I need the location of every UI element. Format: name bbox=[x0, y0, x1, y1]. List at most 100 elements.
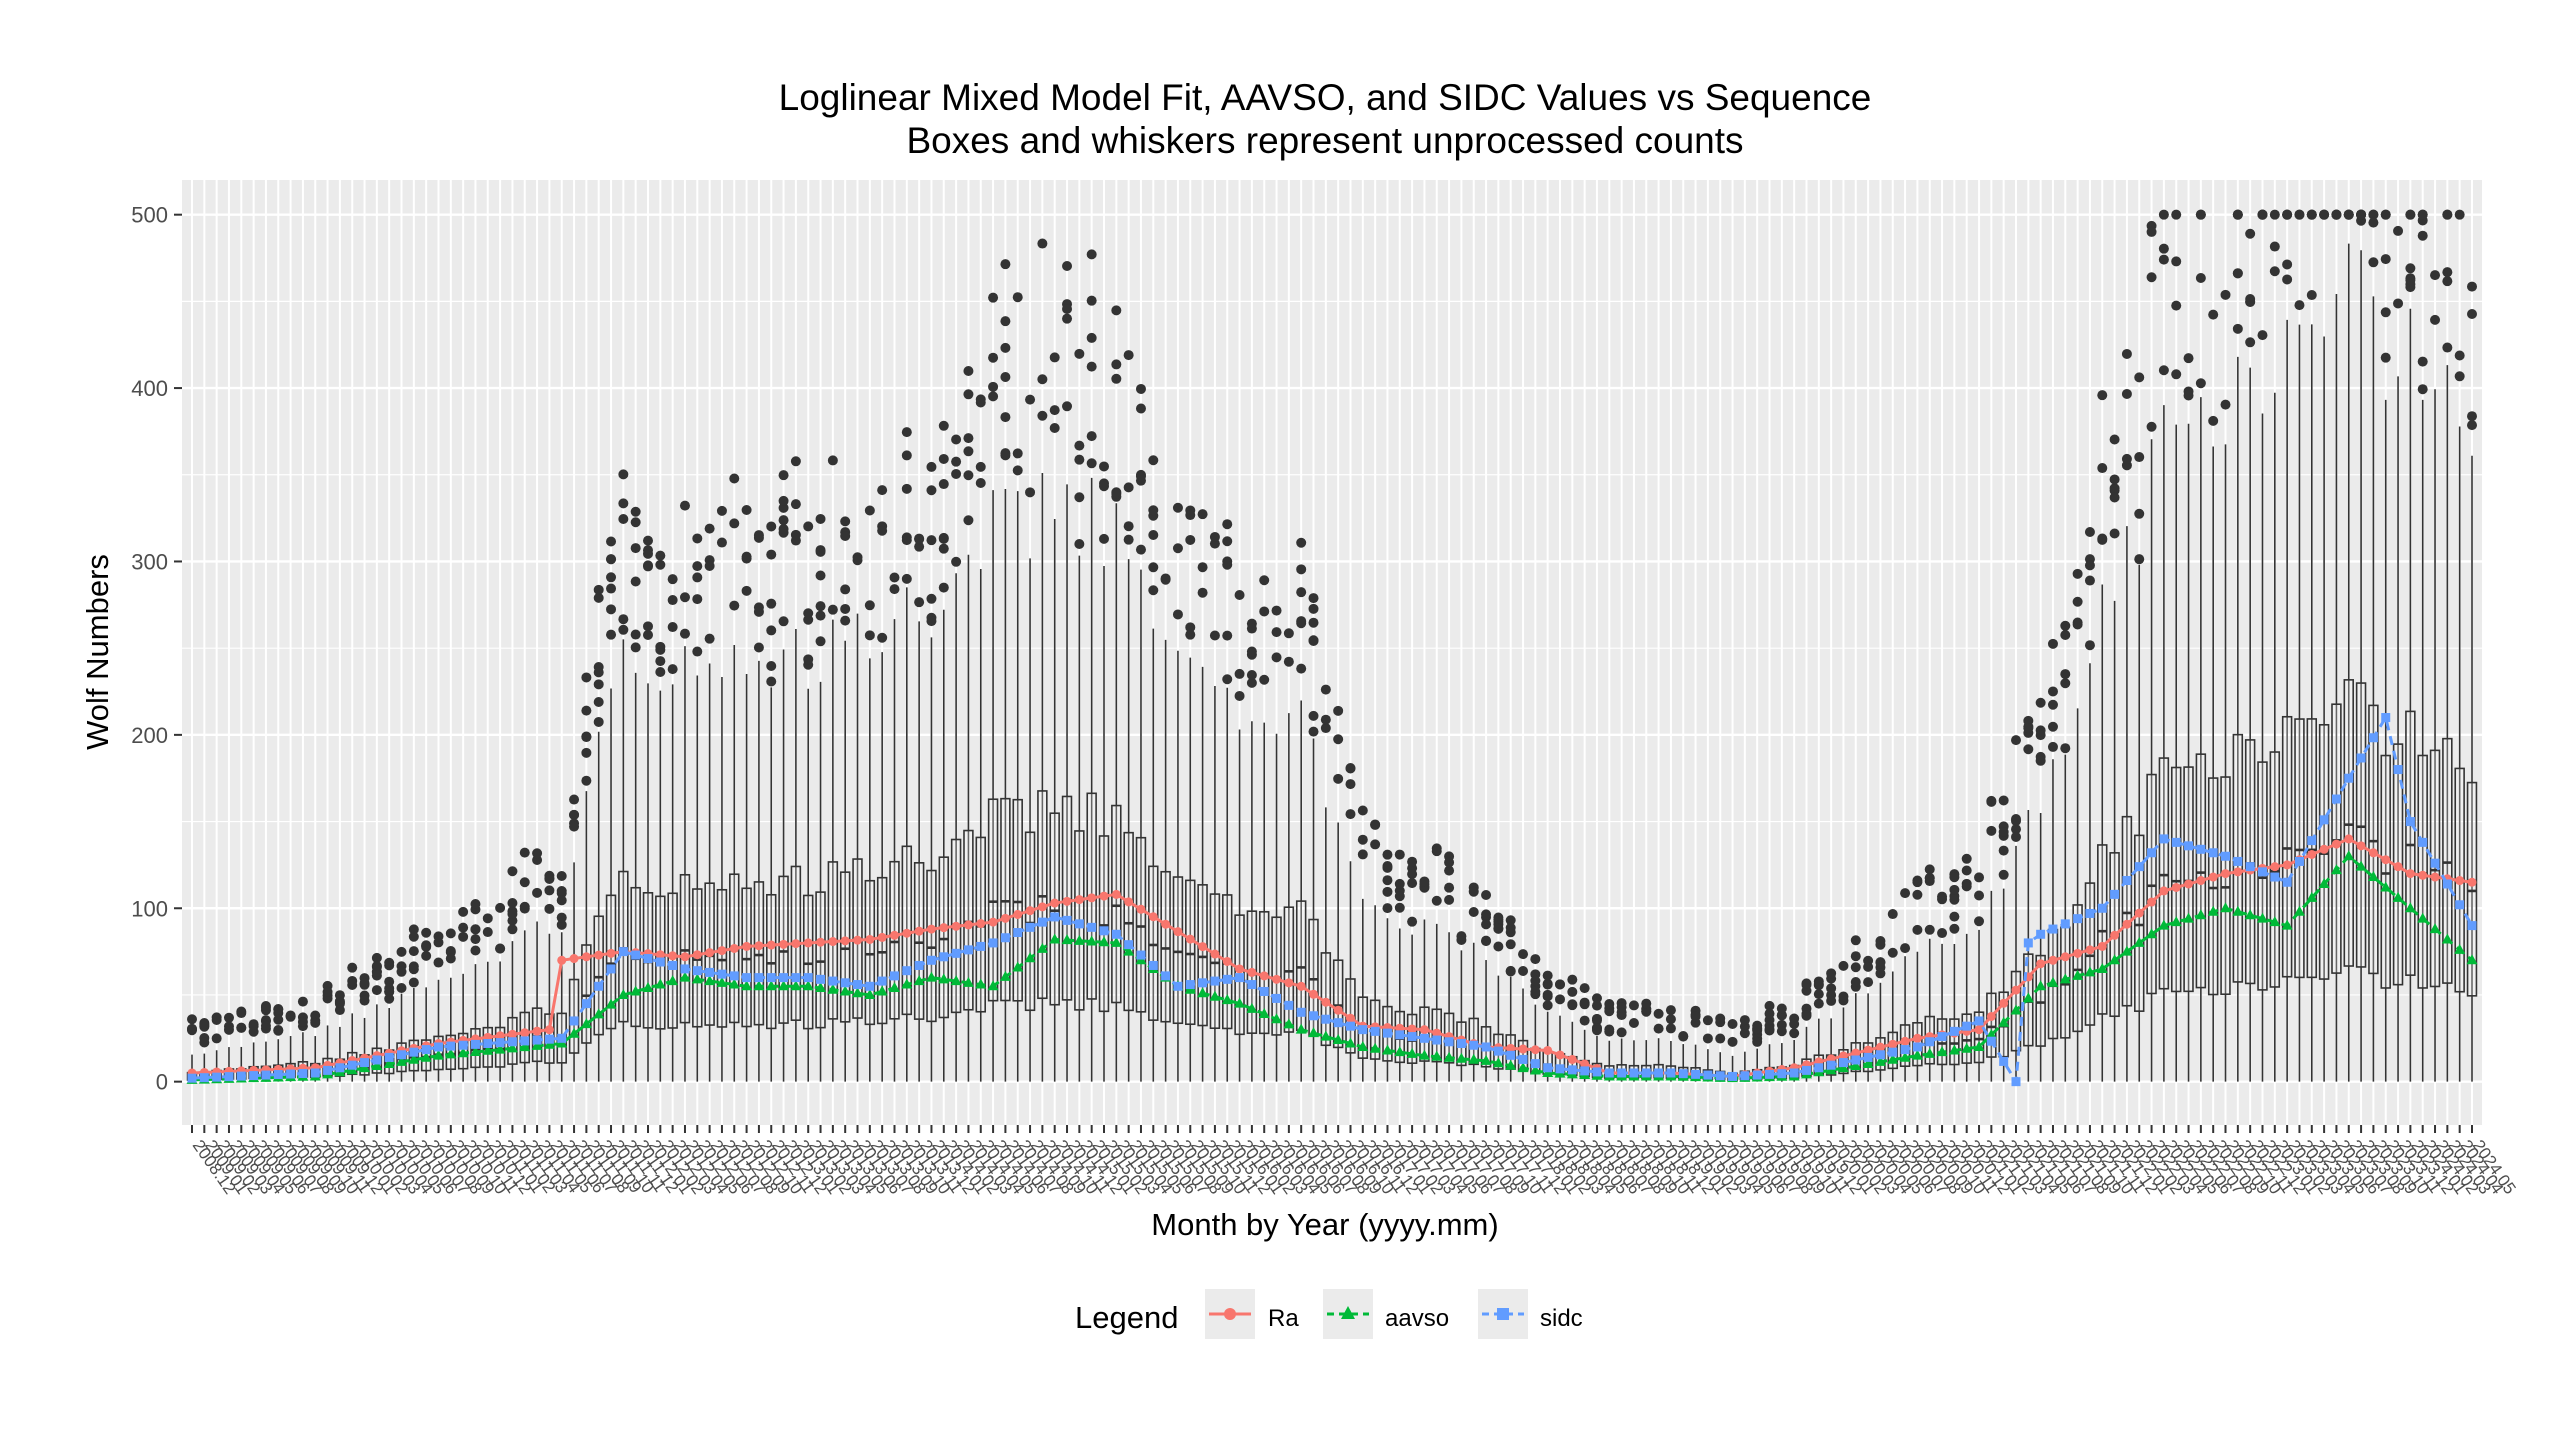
outlier-point bbox=[766, 660, 777, 671]
box bbox=[581, 944, 592, 1044]
outlier-point bbox=[778, 470, 789, 481]
outlier-point bbox=[2467, 420, 2477, 431]
box bbox=[1135, 836, 1147, 1013]
outlier-point bbox=[1591, 993, 1602, 1004]
series-point bbox=[2023, 938, 2033, 948]
outlier-point bbox=[643, 535, 653, 546]
outlier-point bbox=[2121, 453, 2132, 464]
outlier-point bbox=[1616, 1010, 1627, 1021]
series-point bbox=[2110, 889, 2120, 899]
series-point bbox=[409, 1047, 419, 1057]
series-point bbox=[828, 937, 838, 947]
series-point bbox=[2441, 933, 2453, 944]
outlier-point bbox=[2368, 209, 2379, 220]
series-point bbox=[2282, 860, 2292, 870]
series-point bbox=[2036, 959, 2046, 969]
outlier-point bbox=[2023, 715, 2034, 726]
series-point bbox=[372, 1055, 382, 1065]
boxplot bbox=[2183, 353, 2194, 1082]
outlier-point bbox=[408, 946, 419, 957]
outlier-point bbox=[1197, 587, 1208, 598]
series-point bbox=[520, 1028, 530, 1038]
series-point bbox=[2454, 943, 2466, 954]
series-point bbox=[1272, 974, 1282, 984]
outlier-point bbox=[606, 604, 617, 615]
outlier-point bbox=[1271, 605, 1282, 616]
series-point bbox=[2430, 872, 2440, 882]
series-point bbox=[1875, 1042, 1885, 1052]
series-point bbox=[482, 1044, 494, 1055]
series-point bbox=[2221, 851, 2231, 861]
series-point bbox=[1826, 1060, 1836, 1070]
outlier-point bbox=[2134, 508, 2145, 519]
series-point bbox=[2455, 900, 2465, 910]
series-point bbox=[1899, 1051, 1911, 1062]
series-point bbox=[1506, 1043, 1516, 1053]
series-point bbox=[939, 923, 949, 933]
outlier-point bbox=[704, 523, 715, 534]
series-point bbox=[1765, 1069, 1775, 1079]
outlier-point bbox=[667, 664, 678, 675]
series-point bbox=[925, 971, 937, 982]
series-point bbox=[1394, 1046, 1406, 1057]
series-point bbox=[667, 975, 679, 986]
box bbox=[2035, 954, 2046, 1047]
series-point bbox=[1592, 1067, 1602, 1077]
series-point bbox=[2183, 912, 2195, 923]
series-point bbox=[396, 1055, 408, 1066]
legend-label-ra: Ra bbox=[1268, 1305, 1299, 1332]
series-point bbox=[1481, 1042, 1491, 1052]
series-point bbox=[2060, 952, 2070, 962]
series-point bbox=[803, 973, 813, 983]
outlier-point bbox=[2171, 300, 2182, 311]
outlier-point bbox=[692, 646, 703, 657]
outlier-point bbox=[766, 521, 777, 532]
series-point bbox=[2073, 948, 2083, 958]
series-point bbox=[877, 976, 887, 986]
outlier-point bbox=[1912, 877, 1923, 888]
series-point bbox=[1974, 1016, 1984, 1026]
outlier-point bbox=[1407, 869, 1418, 880]
series-point bbox=[1049, 933, 1061, 944]
outlier-point bbox=[790, 456, 801, 467]
outlier-point bbox=[1764, 1008, 1775, 1019]
outlier-point bbox=[864, 600, 875, 611]
series-point bbox=[2171, 837, 2181, 847]
outlier-point bbox=[618, 513, 629, 524]
series-point bbox=[323, 1065, 333, 1075]
series-point bbox=[1480, 1054, 1492, 1065]
outlier-point bbox=[2097, 534, 2108, 545]
outlier-point bbox=[692, 594, 703, 605]
series-point bbox=[1198, 942, 1208, 952]
series-point bbox=[1036, 942, 1048, 953]
outlier-point bbox=[1407, 916, 1418, 927]
outlier-point bbox=[1037, 410, 1048, 421]
series-point bbox=[1715, 1071, 1725, 1081]
outlier-point bbox=[334, 997, 345, 1008]
outlier-point bbox=[2343, 209, 2354, 220]
outlier-point bbox=[1296, 587, 1307, 598]
outlier-point bbox=[2035, 730, 2046, 741]
outlier-point bbox=[421, 941, 432, 952]
series-point bbox=[889, 971, 899, 981]
outlier-point bbox=[408, 924, 419, 935]
series-point bbox=[2011, 985, 2021, 995]
series-point bbox=[631, 950, 641, 960]
outlier-point bbox=[914, 541, 925, 552]
outlier-point bbox=[2011, 831, 2021, 842]
box bbox=[1000, 797, 1011, 1002]
outlier-point bbox=[606, 629, 617, 640]
series-point bbox=[1235, 964, 1245, 974]
outlier-point bbox=[1752, 1023, 1763, 1034]
series-point bbox=[1604, 1068, 1614, 1078]
series-point bbox=[939, 952, 949, 962]
series-point bbox=[1062, 896, 1072, 906]
boxplot bbox=[2195, 209, 2207, 1082]
box bbox=[1197, 884, 1208, 1027]
outlier-point bbox=[2023, 723, 2034, 734]
outlier-point bbox=[1863, 977, 1874, 988]
series-point bbox=[1222, 974, 1232, 984]
series-point bbox=[593, 1008, 605, 1019]
series-point bbox=[1247, 967, 1257, 977]
series-point bbox=[987, 980, 999, 991]
